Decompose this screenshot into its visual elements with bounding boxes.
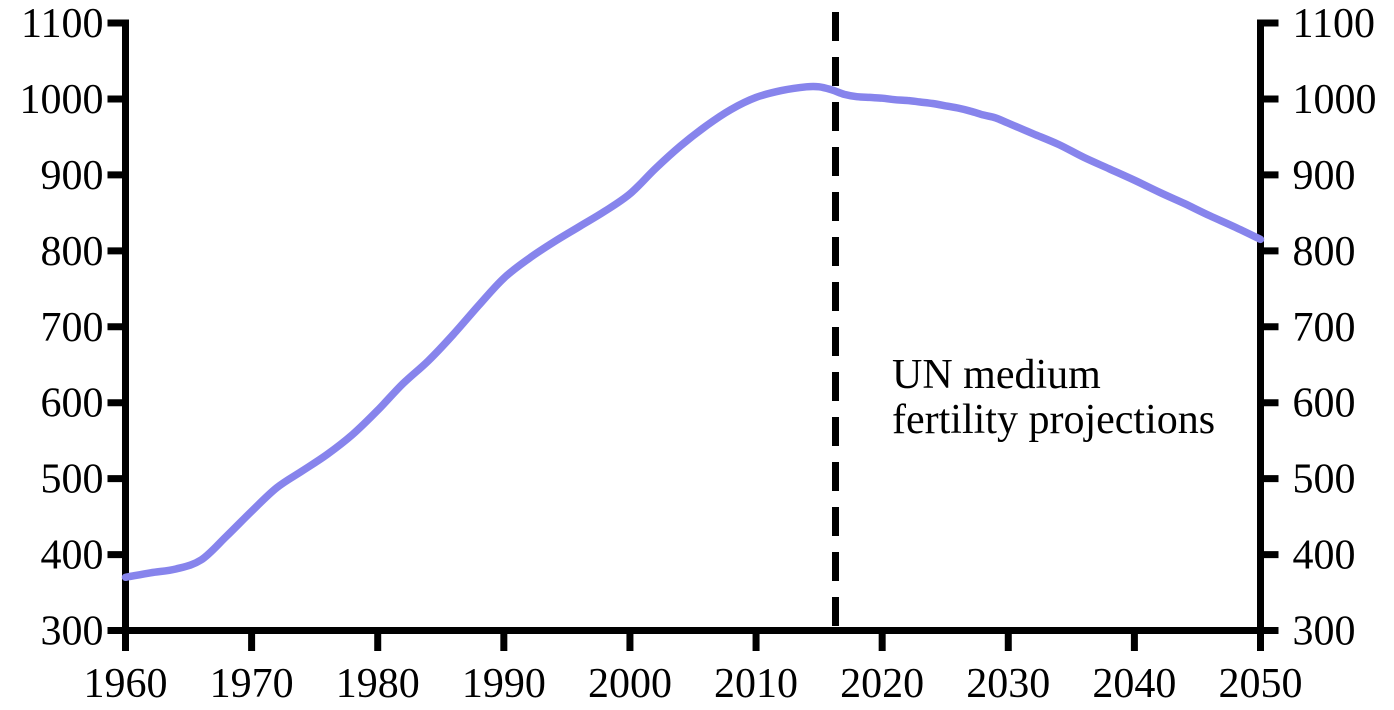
x-axis-tick-label: 2000 [588, 661, 672, 707]
y-axis-tick-label-left: 300 [41, 609, 104, 655]
x-axis-tick-label: 2020 [840, 661, 924, 707]
population-line [121, 82, 1265, 582]
x-axis-tick-label: 2010 [714, 661, 798, 707]
labels-layer: 300 400 500 600 700 800 900 1000 1100 300 400 500 60… [20, 1, 1377, 707]
y-axis-tick-label-left: 1000 [20, 77, 104, 123]
y-axis-tick-label-left: 600 [41, 381, 104, 427]
y-axis-tick-label-left: 500 [41, 457, 104, 503]
x-axis-tick-label: 1980 [336, 661, 420, 707]
y-axis-tick-label-left: 700 [41, 305, 104, 351]
x-axis-tick-label: 2040 [1092, 661, 1176, 707]
x-axis-tick-label: 1990 [462, 661, 546, 707]
y-axis-tick-label-right: 1100 [1293, 1, 1375, 47]
series-layer [121, 82, 1265, 582]
projection-annotation-line2: fertility projections [892, 397, 1215, 443]
y-axis-tick-label-right: 600 [1293, 381, 1356, 427]
x-axis-tick-label: 1970 [210, 661, 294, 707]
y-axis-tick-label-left: 800 [41, 229, 104, 275]
y-axis-tick-label-right: 1000 [1293, 77, 1377, 123]
y-axis-tick-label-right: 400 [1293, 533, 1356, 579]
y-axis-tick-label-left: 1100 [21, 1, 103, 47]
y-axis-tick-label-right: 300 [1293, 609, 1356, 655]
y-axis-tick-label-right: 900 [1293, 153, 1356, 199]
x-axis-tick-label: 2050 [1219, 661, 1303, 707]
x-axis-tick-label: 1960 [84, 661, 168, 707]
y-axis-tick-label-left: 900 [41, 153, 104, 199]
projection-annotation-line1: UN medium [892, 352, 1101, 398]
y-axis-tick-label-left: 400 [41, 533, 104, 579]
x-axis-tick-label: 2030 [966, 661, 1050, 707]
axes-layer [107, 19, 1279, 651]
y-axis-tick-label-right: 500 [1293, 457, 1356, 503]
y-axis-tick-label-right: 800 [1293, 229, 1356, 275]
y-axis-tick-label-right: 700 [1293, 305, 1356, 351]
